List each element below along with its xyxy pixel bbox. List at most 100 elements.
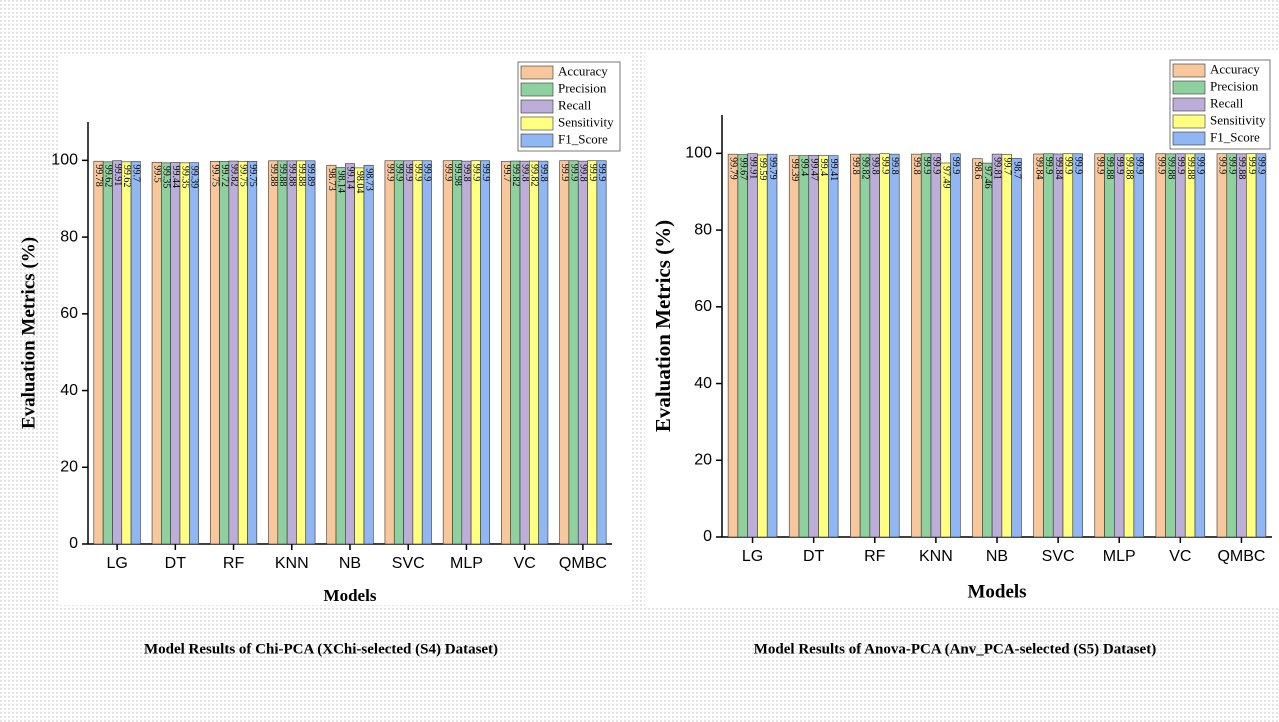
value-label: 99.14 bbox=[345, 167, 356, 190]
y-tick-label: 100 bbox=[51, 152, 78, 169]
bar bbox=[452, 160, 463, 545]
bar bbox=[102, 161, 113, 545]
bar bbox=[170, 162, 181, 545]
value-label: 99.75 bbox=[247, 164, 258, 186]
value-label: 98.04 bbox=[354, 171, 365, 194]
value-label: 99.9 bbox=[384, 164, 395, 182]
bar bbox=[879, 153, 890, 538]
value-label: 99.8 bbox=[461, 164, 472, 182]
x-tick-label: MLP bbox=[1103, 548, 1136, 565]
value-label: 99.91 bbox=[747, 157, 758, 180]
bar bbox=[747, 153, 758, 538]
value-label: 99.9 bbox=[1217, 157, 1228, 175]
bar bbox=[911, 153, 922, 538]
bar bbox=[808, 155, 819, 538]
bar bbox=[421, 160, 432, 545]
value-label: 99.9 bbox=[568, 164, 579, 182]
bar bbox=[577, 160, 588, 545]
bar bbox=[179, 162, 190, 545]
bar bbox=[1033, 153, 1044, 538]
value-label: 99.82 bbox=[529, 164, 540, 187]
y-tick-label: 0 bbox=[69, 535, 78, 552]
value-label: 99.9 bbox=[394, 164, 405, 182]
value-label: 99.79 bbox=[767, 157, 778, 180]
bar bbox=[461, 160, 472, 545]
bar bbox=[228, 160, 239, 545]
value-label: 99.9 bbox=[1072, 157, 1083, 175]
bar bbox=[326, 164, 337, 545]
bar bbox=[268, 160, 279, 545]
bar bbox=[237, 161, 248, 545]
bar bbox=[1043, 153, 1054, 538]
bar bbox=[1255, 153, 1267, 538]
value-label: 99.78 bbox=[93, 164, 104, 187]
bar bbox=[798, 155, 810, 538]
legend-label: Sensitivity bbox=[1210, 112, 1266, 127]
y-tick-label: 20 bbox=[60, 458, 78, 475]
value-label: 99.39 bbox=[189, 166, 200, 189]
bar bbox=[1062, 153, 1074, 538]
bar bbox=[384, 160, 395, 545]
value-label: 99.9 bbox=[1256, 157, 1267, 175]
value-label: 99.44 bbox=[170, 166, 181, 189]
bar bbox=[1072, 153, 1083, 538]
y-tick-label: 60 bbox=[60, 305, 78, 322]
value-label: 99.88 bbox=[1124, 157, 1135, 180]
value-label: 99.9 bbox=[559, 164, 570, 182]
value-label: 99.9 bbox=[1155, 157, 1166, 175]
value-label: 99.98 bbox=[452, 163, 463, 186]
bar bbox=[93, 160, 104, 545]
value-label: 99.9 bbox=[587, 164, 598, 182]
y-tick-label: 40 bbox=[60, 382, 78, 399]
bar bbox=[305, 160, 316, 545]
bar bbox=[277, 160, 288, 545]
legend-label: Accuracy bbox=[558, 63, 608, 78]
value-label: 99.9 bbox=[1043, 157, 1054, 175]
value-label: 99.7 bbox=[1001, 158, 1012, 176]
bar bbox=[529, 160, 539, 545]
bar bbox=[1133, 153, 1144, 538]
bar bbox=[393, 160, 404, 545]
bar bbox=[363, 164, 374, 545]
legend-swatch bbox=[1172, 80, 1206, 95]
value-label: 99.72 bbox=[219, 164, 230, 187]
x-tick-label: QMBC bbox=[1217, 548, 1265, 565]
value-label: 99.9 bbox=[950, 157, 961, 175]
value-label: 99.88 bbox=[1185, 157, 1196, 180]
bar bbox=[345, 163, 355, 545]
y-tick-label: 80 bbox=[694, 221, 712, 238]
bar bbox=[568, 160, 579, 545]
value-label: 99.79 bbox=[728, 157, 739, 180]
legend-swatch bbox=[1172, 97, 1206, 112]
x-tick-label: QMBC bbox=[559, 555, 607, 572]
bar bbox=[940, 162, 951, 538]
value-label: 99.81 bbox=[992, 157, 1003, 180]
bar bbox=[982, 162, 993, 538]
y-tick-label: 100 bbox=[685, 145, 712, 162]
bar bbox=[112, 160, 123, 545]
value-label: 99.82 bbox=[228, 164, 239, 186]
value-label: 99.41 bbox=[828, 159, 839, 182]
value-label: 99.9 bbox=[443, 164, 454, 182]
legend-label: Precision bbox=[558, 80, 607, 95]
legend-swatch bbox=[520, 116, 554, 131]
bar bbox=[869, 153, 880, 538]
value-label: 99.9 bbox=[403, 164, 414, 182]
value-label: 99.4 bbox=[799, 159, 810, 177]
x-tick-label: VC bbox=[1169, 548, 1191, 565]
value-label: 99.9 bbox=[1195, 157, 1206, 175]
value-label: 99.62 bbox=[102, 165, 113, 188]
value-label: 99.62 bbox=[121, 165, 132, 188]
caption: Model Results of Chi-PCA (XChi-selected … bbox=[144, 641, 498, 657]
value-label: 99.9 bbox=[1175, 157, 1186, 175]
bar bbox=[1236, 153, 1247, 538]
bar bbox=[920, 153, 932, 538]
value-label: 99.35 bbox=[179, 166, 190, 189]
legend-label: Recall bbox=[1210, 95, 1244, 110]
x-tick-label: VC bbox=[514, 555, 536, 572]
bar bbox=[596, 160, 607, 545]
value-label: 99.8 bbox=[869, 157, 880, 175]
value-label: 99.8 bbox=[911, 157, 922, 175]
value-label: 99.9 bbox=[412, 164, 423, 182]
